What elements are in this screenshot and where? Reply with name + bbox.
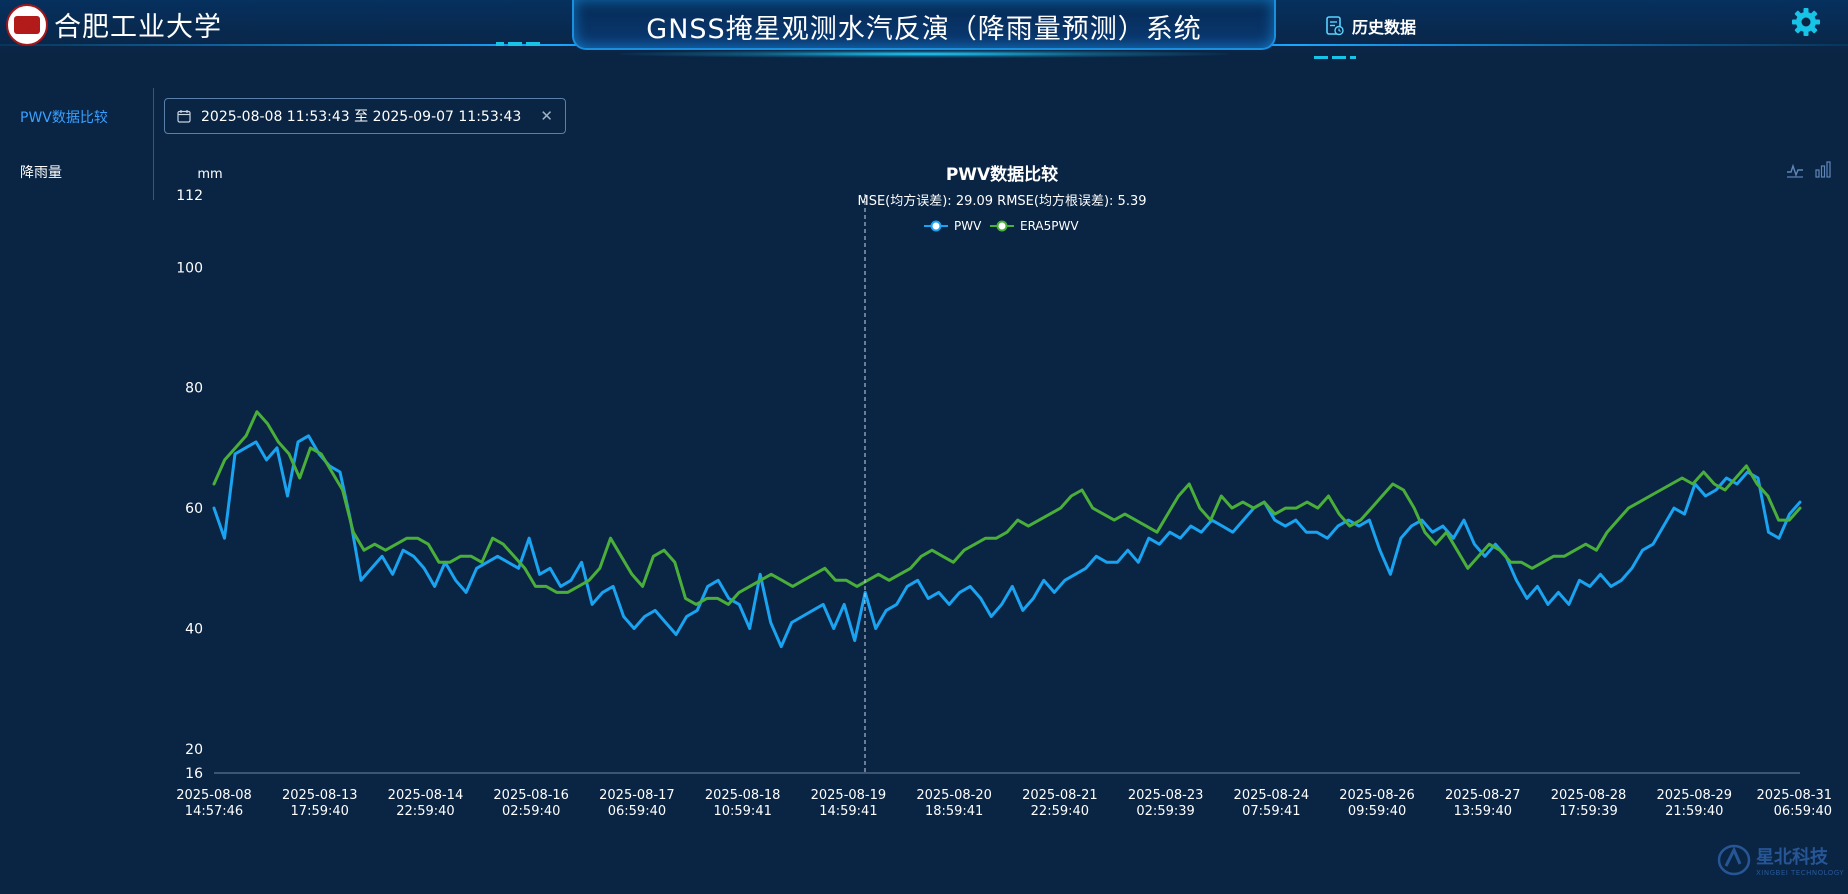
x-tick-label: 2025-08-26 09:59:40: [1339, 788, 1415, 819]
brand-subtitle: XINGBEI TECHNOLOGY: [1756, 869, 1845, 877]
history-data-button[interactable]: 历史数据: [1326, 14, 1416, 38]
x-tick-label: 2025-08-23 02:59:39: [1128, 788, 1204, 819]
chart-subtitle: MSE(均方误差): 29.09 RMSE(均方根误差): 5.39: [857, 193, 1146, 209]
y-tick-label: 100: [176, 260, 203, 276]
y-tick-label: 60: [185, 501, 203, 517]
app-header: 合肥工业大学 GNSS掩星观测水汽反演（降雨量预测）系统 历史数据: [0, 0, 1848, 59]
y-tick-label: 20: [185, 742, 203, 758]
page-title: GNSS掩星观测水汽反演（降雨量预测）系统: [646, 14, 1202, 45]
legend-label-era5pwv: ERA5PWV: [1020, 219, 1079, 233]
legend: PWV ERA5PWV: [924, 219, 1079, 233]
chart-title: PWV数据比较: [946, 164, 1058, 185]
y-axis: 16 20 40 60 80 100 112: [176, 188, 203, 782]
x-tick-label: 2025-08-21 22:59:40: [1022, 788, 1098, 819]
gear-icon[interactable]: [1790, 6, 1822, 38]
brand-logo-icon: [1717, 844, 1751, 876]
header-decoration-left: [496, 31, 544, 50]
history-underline: [1314, 44, 1360, 63]
history-data-label: 历史数据: [1352, 18, 1417, 37]
y-tick-label: 80: [185, 381, 203, 397]
x-tick-label: 2025-08-17 06:59:40: [599, 788, 675, 819]
series-lines: [212, 410, 1802, 649]
x-tick-label: 2025-08-18 10:59:41: [705, 788, 781, 819]
sidebar-item-pwv-compare[interactable]: PWV数据比较: [20, 110, 108, 126]
x-tick-label: 2025-08-20 18:59:41: [916, 788, 992, 819]
series-line-pwv: [212, 434, 1802, 649]
y-tick-label: 16: [185, 766, 203, 782]
logo-emblem: [14, 16, 40, 34]
y-tick-label: 112: [176, 188, 203, 204]
x-tick-label: 2025-08-28 17:59:39: [1551, 788, 1627, 819]
x-axis: 2025-08-08 14:57:46 2025-08-13 17:59:40 2025…: [176, 772, 1832, 819]
y-tick-label: 40: [185, 622, 203, 638]
close-icon[interactable]: ✕: [540, 107, 553, 125]
x-tick-label: 2025-08-31 06:59:40: [1756, 788, 1832, 819]
sidebar-divider: [153, 88, 154, 200]
brand-name: 星北科技: [1756, 847, 1828, 868]
legend-label-pwv: PWV: [954, 219, 982, 233]
school-name: 合肥工业大学: [54, 12, 222, 43]
x-tick-label: 2025-08-24 07:59:41: [1234, 788, 1310, 819]
series-line-era5pwv: [212, 410, 1802, 606]
x-tick-label: 2025-08-19 14:59:41: [811, 788, 887, 819]
x-tick-label: 2025-08-13 17:59:40: [282, 788, 358, 819]
x-tick-label: 2025-08-27 13:59:40: [1445, 788, 1521, 819]
date-range-value: 2025-08-08 11:53:43 至 2025-09-07 11:53:4…: [201, 109, 522, 125]
date-range-picker[interactable]: 2025-08-08 11:53:43 至 2025-09-07 11:53:4…: [164, 98, 566, 134]
bar-chart-icon[interactable]: [1814, 161, 1832, 178]
sidebar-item-rainfall[interactable]: 降雨量: [20, 165, 62, 181]
brand-watermark: 星北科技 XINGBEI TECHNOLOGY: [1716, 842, 1844, 878]
x-tick-label: 2025-08-16 02:59:40: [493, 788, 569, 819]
pwv-comparison-chart: PWV数据比较 MSE(均方误差): 29.09 RMSE(均方根误差): 5.…: [176, 164, 1832, 819]
line-chart-icon[interactable]: [1786, 162, 1804, 178]
legend-item-era5pwv[interactable]: ERA5PWV: [990, 219, 1079, 233]
x-tick-label: 2025-08-08 14:57:46: [176, 788, 252, 819]
title-glow: [620, 50, 1228, 58]
calendar-icon: [177, 110, 191, 123]
x-tick-label: 2025-08-29 21:59:40: [1656, 788, 1732, 819]
y-axis-unit: mm: [197, 167, 222, 182]
x-tick-label: 2025-08-14 22:59:40: [388, 788, 464, 819]
legend-item-pwv[interactable]: PWV: [924, 219, 982, 233]
document-history-icon: [1326, 16, 1344, 36]
university-logo: [6, 4, 48, 46]
title-frame: [572, 0, 1276, 50]
